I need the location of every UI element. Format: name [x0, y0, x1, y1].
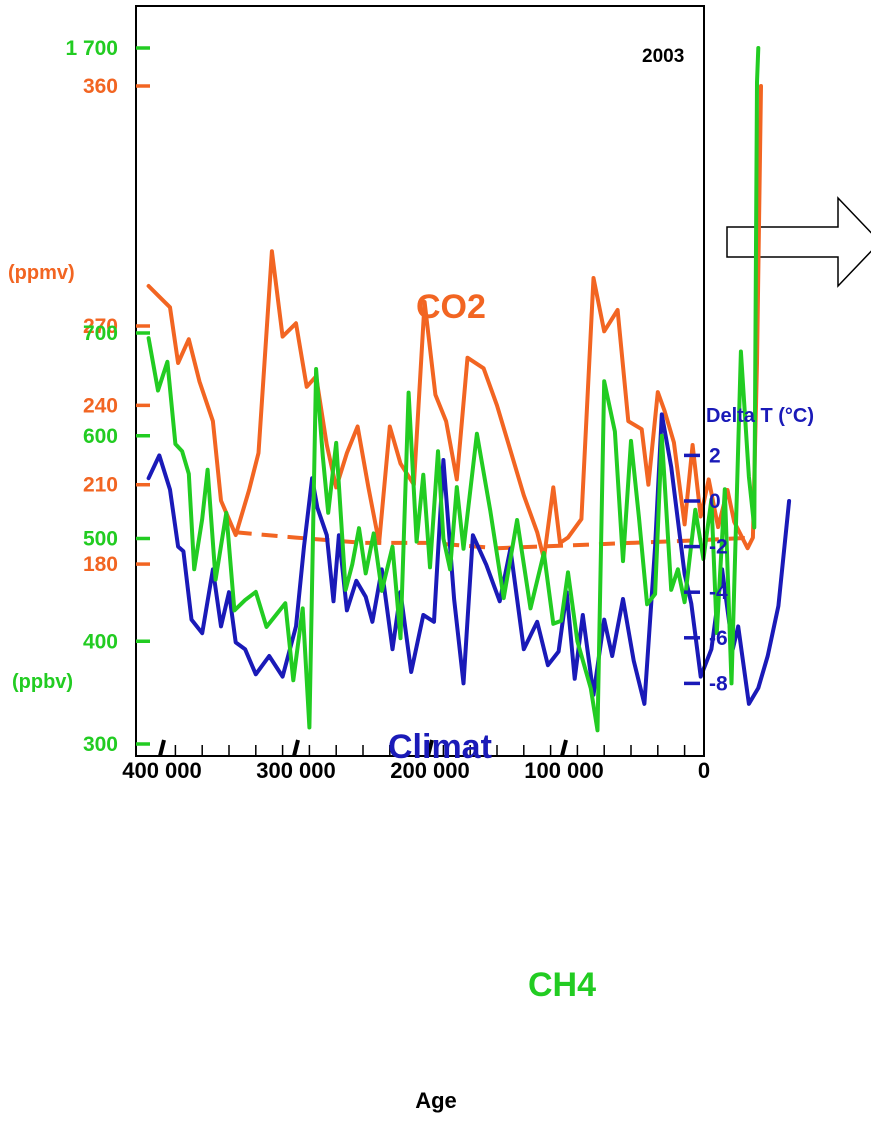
co2-axis: 180 210 240 270 360: [83, 75, 150, 576]
ch4-tick-label: 300: [83, 733, 118, 756]
co2-tick-label: 360: [83, 75, 118, 98]
climate-series-label: Climat: [388, 728, 492, 766]
plot-frame: [135, 5, 705, 757]
plot-series: [146, 46, 792, 733]
x-tick-label: 200 000: [390, 758, 470, 783]
x-axis-minor-ticks: [174, 745, 686, 756]
ch4-tick-label: 400: [83, 630, 118, 653]
ch4-tick-label: 600: [83, 425, 118, 448]
x-tick-label: 400 000: [122, 758, 202, 783]
ch4-series-label: CH4: [528, 966, 596, 1004]
temperature-tick-label: -2: [709, 536, 728, 559]
x-major-tick: [426, 739, 434, 757]
co2-tick-label: 240: [83, 394, 118, 417]
co2-series-label: CO2: [416, 288, 486, 326]
x-axis: 400 000 300 000 200 000 100 000 0: [122, 739, 710, 783]
ch4-tick-label: 700: [83, 322, 118, 345]
temperature-tick-label: -6: [709, 627, 728, 650]
x-tick-label: 0: [698, 758, 710, 783]
x-axis-title: Age: [415, 1088, 457, 1113]
temperature-tick-label: -4: [709, 581, 728, 604]
co2-line: [146, 84, 763, 561]
co2-tick-label: 180: [83, 553, 118, 576]
ch4-axis: 300 400 500 600 700 1 700: [65, 37, 150, 756]
arrow-icon: [726, 196, 871, 288]
x-major-tick: [292, 739, 300, 757]
x-tick-label: 300 000: [256, 758, 336, 783]
temperature-tick-label: -8: [709, 672, 728, 695]
ch4-tick-label: 1 700: [65, 37, 118, 60]
x-major-tick: [560, 739, 568, 757]
temperature-tick-label: 0: [709, 490, 721, 513]
climate-line: [146, 412, 792, 706]
temperature-unit-label: Delta T (°C): [706, 405, 814, 427]
x-major-tick: [158, 739, 166, 757]
ch4-tick-label: 500: [83, 528, 118, 551]
ch4-unit-label: (ppbv): [12, 671, 73, 693]
co2-tick-label: 210: [83, 474, 118, 497]
co2-unit-label: (ppmv): [8, 262, 75, 284]
end-year-label: 2003: [642, 46, 684, 67]
co2-tick-label: 270: [83, 315, 118, 338]
temperature-tick-label: 2: [709, 444, 721, 467]
x-tick-label: 100 000: [524, 758, 604, 783]
temperature-axis: 2 0 -2 -4 -6 -8: [684, 444, 728, 695]
ch4-line: [146, 46, 761, 733]
